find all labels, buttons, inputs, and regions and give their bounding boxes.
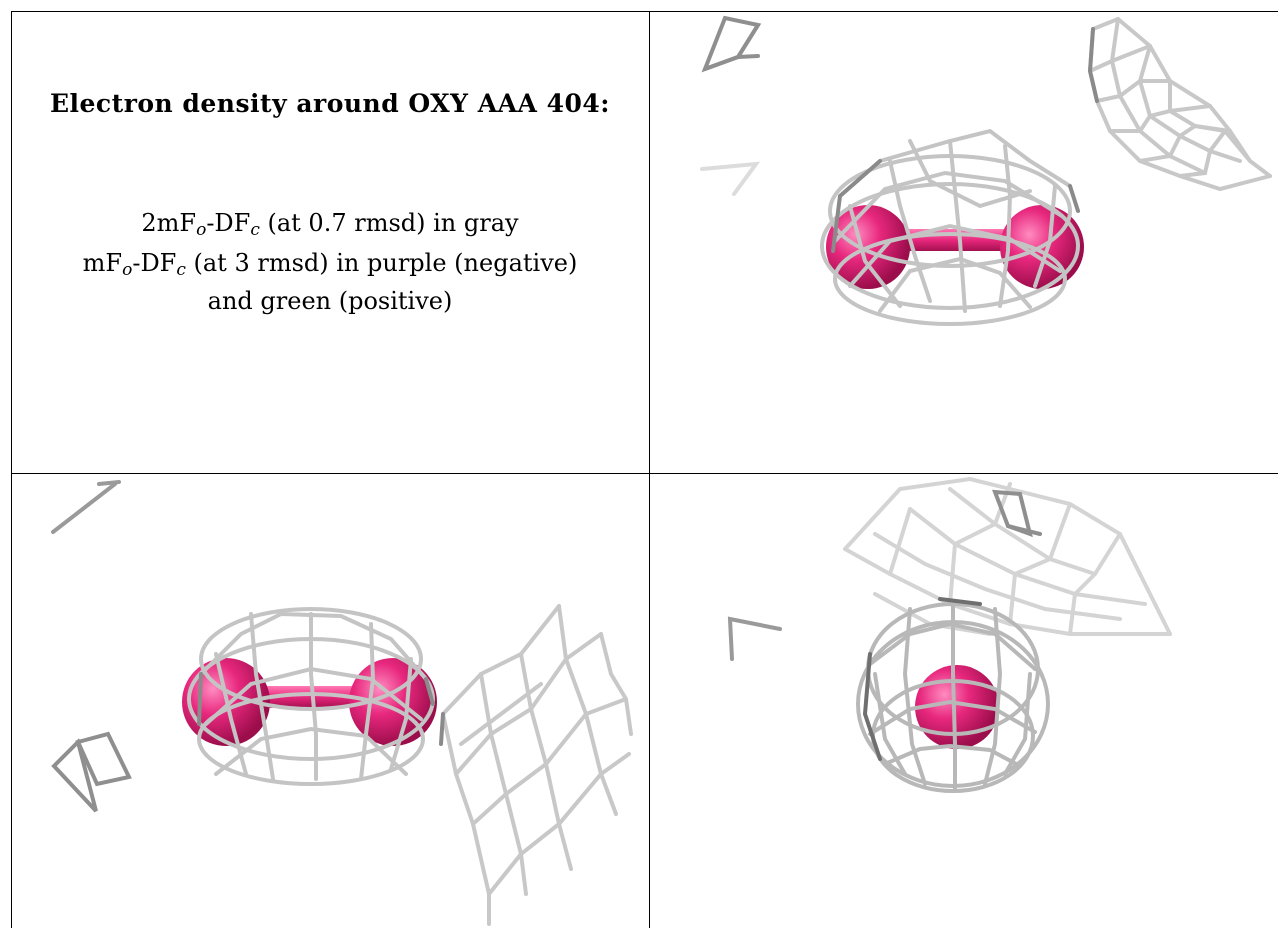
caption-line-2mfo: 2mFo-DFc (at 0.7 rmsd) in gray: [141, 209, 519, 240]
oxygen-atom: [915, 665, 999, 749]
left-border: [11, 11, 12, 928]
caption-line-mfo: mFo-DFc (at 3 rmsd) in purple (negative): [82, 249, 578, 280]
density-cage: [820, 128, 1080, 326]
density-view-bottom-right: [727, 476, 1172, 793]
mesh-fragment: [991, 489, 1042, 538]
mesh-fragment: [51, 731, 132, 813]
density-view-top-right: [700, 15, 1272, 326]
mesh-fragment: [700, 161, 761, 196]
center-divider: [649, 11, 650, 928]
density-cage: [856, 600, 1050, 793]
figure-grid: Electron density around OXY AAA 404: 2mF…: [11, 11, 1278, 928]
density-cage: [187, 607, 435, 786]
mesh-sheet: [441, 604, 633, 926]
mesh-sheet: [1087, 16, 1272, 192]
caption-line-green: and green (positive): [207, 287, 453, 315]
mesh-fragment: [727, 616, 782, 661]
density-view-bottom-left: [51, 480, 633, 926]
caption-title: Electron density around OXY AAA 404:: [49, 89, 611, 118]
mesh-sheet: [843, 476, 1172, 636]
mesh-fragment: [51, 480, 121, 534]
top-border: [11, 11, 1278, 12]
middle-border: [11, 473, 1278, 474]
mesh-fragment: [701, 15, 762, 73]
caption-panel: Electron density around OXY AAA 404: 2mF…: [11, 11, 649, 473]
